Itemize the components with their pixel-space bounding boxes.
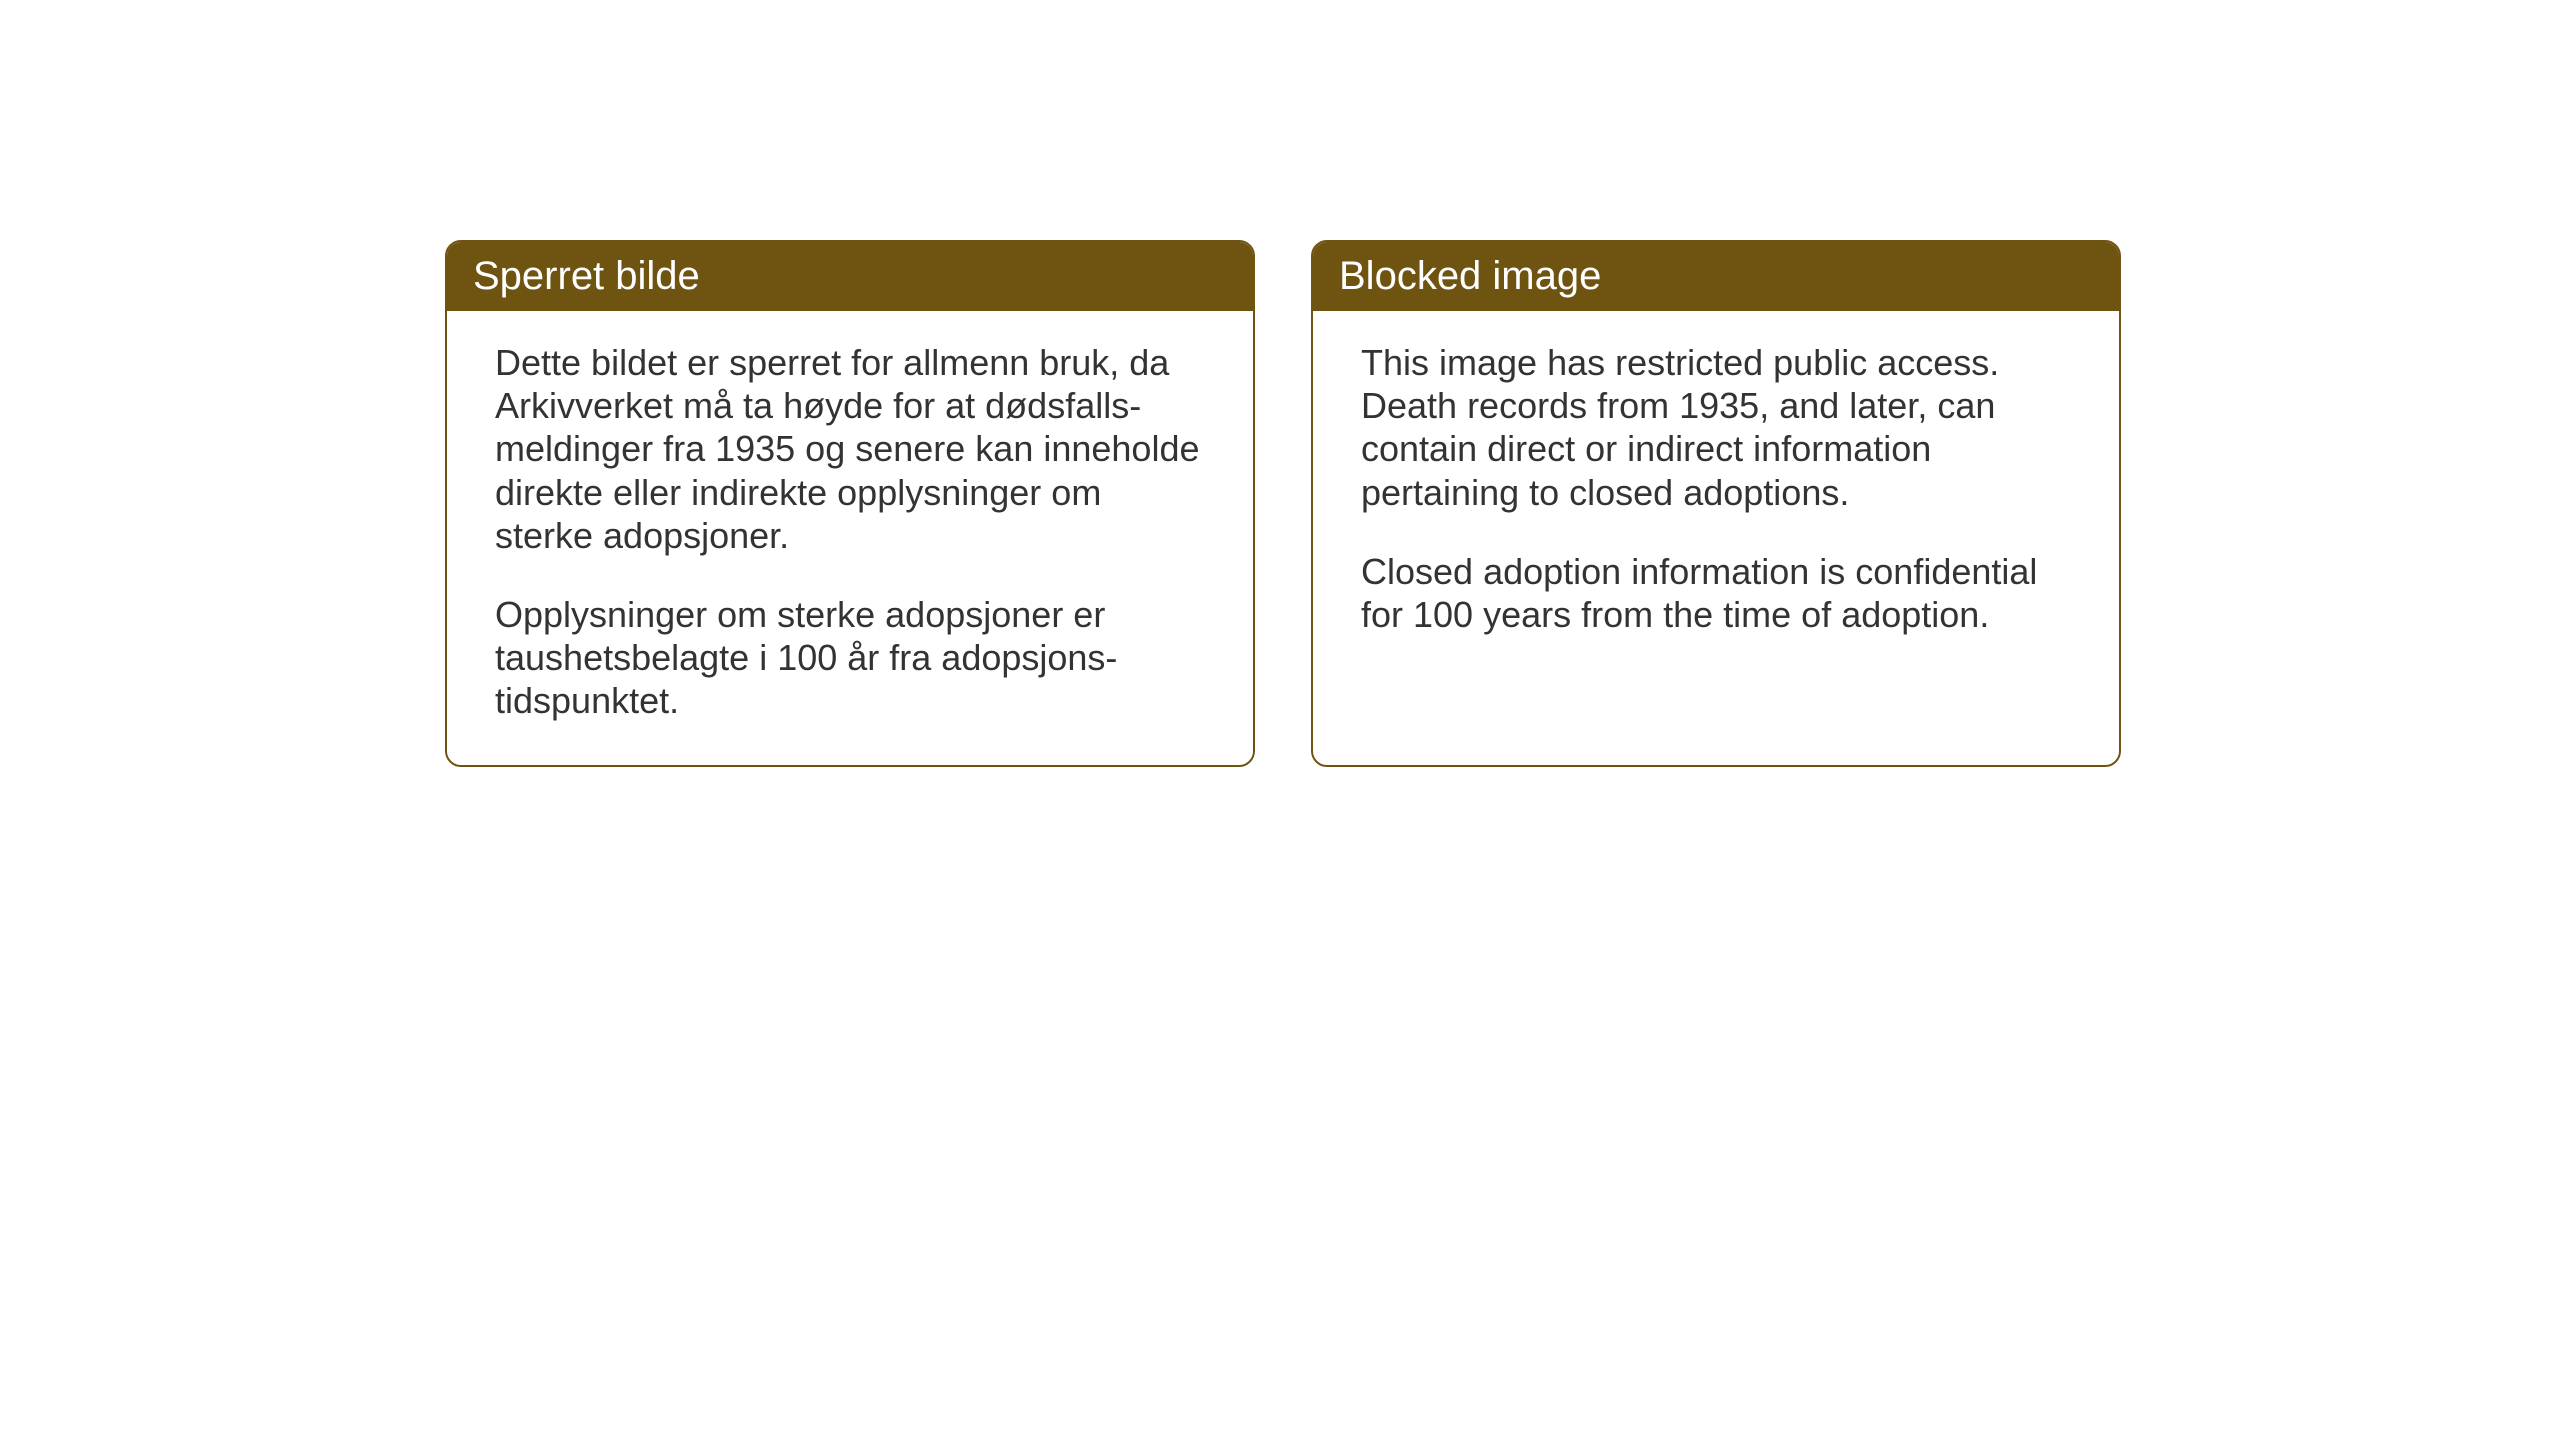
- english-card-body: This image has restricted public access.…: [1313, 311, 2119, 678]
- norwegian-paragraph-2: Opplysninger om sterke adopsjoner er tau…: [495, 593, 1205, 723]
- cards-container: Sperret bilde Dette bildet er sperret fo…: [445, 240, 2121, 767]
- english-card-title: Blocked image: [1313, 242, 2119, 311]
- english-paragraph-2: Closed adoption information is confident…: [1361, 550, 2071, 636]
- norwegian-card-body: Dette bildet er sperret for allmenn bruk…: [447, 311, 1253, 765]
- english-card: Blocked image This image has restricted …: [1311, 240, 2121, 767]
- norwegian-card-title: Sperret bilde: [447, 242, 1253, 311]
- english-paragraph-1: This image has restricted public access.…: [1361, 341, 2071, 514]
- norwegian-paragraph-1: Dette bildet er sperret for allmenn bruk…: [495, 341, 1205, 557]
- norwegian-card: Sperret bilde Dette bildet er sperret fo…: [445, 240, 1255, 767]
